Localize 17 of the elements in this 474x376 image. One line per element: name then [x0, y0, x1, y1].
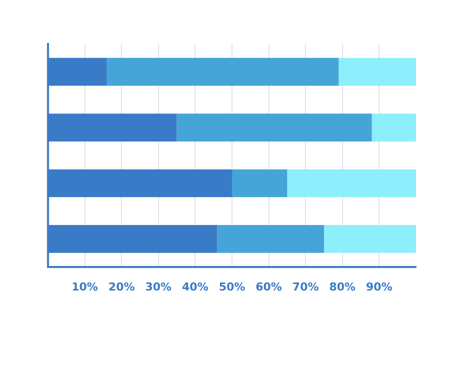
- x-tick-label: 40%: [182, 280, 208, 294]
- bar: [287, 169, 416, 198]
- bar: [217, 225, 324, 253]
- bar: [176, 114, 372, 142]
- x-tick-label: 30%: [145, 280, 172, 294]
- bar: [232, 169, 288, 198]
- bar: [338, 58, 416, 86]
- bar: [372, 114, 416, 142]
- x-tick-label: 10%: [72, 280, 98, 294]
- x-tick-label: 70%: [292, 280, 319, 294]
- x-tick-label: 20%: [108, 280, 135, 294]
- bar: [324, 225, 416, 253]
- x-tick-label: 60%: [256, 280, 282, 294]
- x-tick-label: 50%: [218, 280, 246, 294]
- bar: [106, 58, 339, 86]
- x-tick-label: 80%: [329, 280, 356, 294]
- x-tick-label: 90%: [366, 280, 392, 294]
